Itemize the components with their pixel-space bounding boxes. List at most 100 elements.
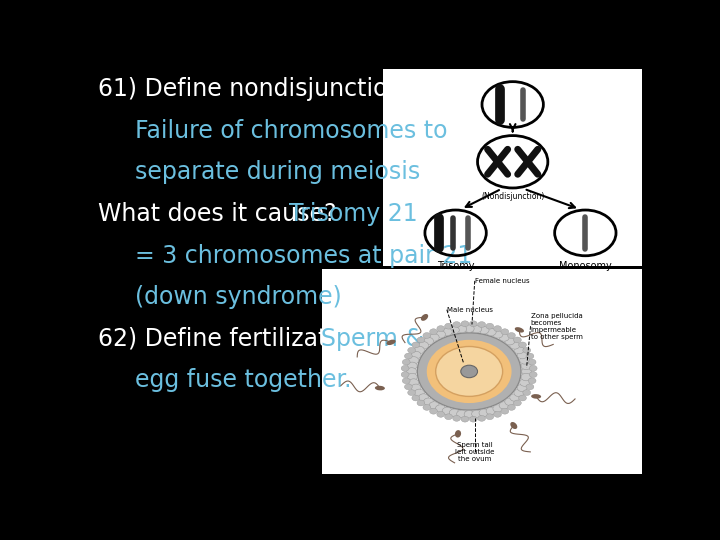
Circle shape bbox=[517, 384, 527, 392]
Circle shape bbox=[478, 322, 485, 327]
Circle shape bbox=[418, 342, 428, 349]
Circle shape bbox=[445, 323, 452, 329]
Ellipse shape bbox=[421, 314, 428, 321]
Circle shape bbox=[437, 326, 445, 332]
Text: Zona pellucida
becomes
impermeable
to other sperm: Zona pellucida becomes impermeable to ot… bbox=[531, 313, 582, 340]
Circle shape bbox=[456, 325, 467, 333]
Circle shape bbox=[510, 342, 520, 349]
Circle shape bbox=[529, 366, 537, 371]
Text: = 3 chromosomes at pair 21: = 3 chromosomes at pair 21 bbox=[135, 244, 472, 268]
Circle shape bbox=[401, 366, 409, 371]
Circle shape bbox=[494, 326, 501, 332]
Circle shape bbox=[493, 330, 503, 338]
Text: Sperm tail
left outside
the ovum: Sperm tail left outside the ovum bbox=[455, 442, 495, 462]
Circle shape bbox=[518, 395, 526, 401]
Circle shape bbox=[528, 378, 536, 384]
Circle shape bbox=[513, 337, 521, 343]
Text: Trisomy 21: Trisomy 21 bbox=[289, 202, 418, 226]
Circle shape bbox=[408, 347, 415, 353]
Circle shape bbox=[521, 373, 531, 381]
Circle shape bbox=[449, 326, 459, 334]
Circle shape bbox=[445, 414, 452, 420]
Text: Sperm &: Sperm & bbox=[321, 327, 424, 351]
Circle shape bbox=[508, 404, 516, 410]
Circle shape bbox=[521, 362, 531, 369]
Circle shape bbox=[505, 338, 515, 345]
Circle shape bbox=[407, 373, 417, 381]
Circle shape bbox=[508, 333, 516, 339]
Ellipse shape bbox=[510, 422, 517, 429]
Circle shape bbox=[513, 400, 521, 406]
Text: 61) Define nondisjunction.: 61) Define nondisjunction. bbox=[99, 77, 410, 102]
Circle shape bbox=[472, 410, 482, 417]
Circle shape bbox=[417, 400, 425, 406]
Ellipse shape bbox=[531, 394, 541, 399]
Circle shape bbox=[411, 384, 421, 392]
Circle shape bbox=[423, 338, 433, 345]
Text: What does it cause?: What does it cause? bbox=[99, 202, 344, 226]
Circle shape bbox=[469, 416, 477, 422]
Circle shape bbox=[407, 368, 417, 375]
Circle shape bbox=[405, 384, 413, 390]
Circle shape bbox=[464, 325, 474, 332]
Circle shape bbox=[479, 409, 489, 416]
Circle shape bbox=[436, 330, 446, 338]
Circle shape bbox=[478, 415, 485, 421]
Ellipse shape bbox=[375, 386, 385, 390]
Circle shape bbox=[442, 407, 452, 415]
Circle shape bbox=[520, 379, 530, 386]
Text: 62) Define fertilization.: 62) Define fertilization. bbox=[99, 327, 386, 351]
Circle shape bbox=[402, 378, 410, 384]
Circle shape bbox=[523, 390, 531, 395]
Text: separate during meiosis: separate during meiosis bbox=[135, 160, 420, 185]
Bar bbox=[322, 268, 642, 474]
Circle shape bbox=[517, 352, 527, 359]
Ellipse shape bbox=[515, 327, 524, 333]
Circle shape bbox=[405, 353, 413, 359]
Circle shape bbox=[411, 352, 421, 359]
Circle shape bbox=[417, 337, 425, 343]
Circle shape bbox=[418, 394, 428, 401]
Circle shape bbox=[486, 407, 496, 415]
Circle shape bbox=[429, 334, 439, 341]
Circle shape bbox=[510, 394, 520, 401]
Text: (Nondisjunction): (Nondisjunction) bbox=[481, 192, 544, 201]
Circle shape bbox=[408, 390, 415, 395]
Circle shape bbox=[464, 410, 474, 418]
Ellipse shape bbox=[387, 340, 396, 345]
Circle shape bbox=[429, 402, 439, 409]
Circle shape bbox=[501, 408, 509, 414]
Circle shape bbox=[418, 333, 521, 410]
Circle shape bbox=[486, 328, 496, 336]
Circle shape bbox=[409, 356, 418, 364]
Circle shape bbox=[412, 342, 420, 348]
Circle shape bbox=[423, 333, 431, 339]
Circle shape bbox=[494, 411, 501, 417]
Circle shape bbox=[521, 368, 531, 375]
Circle shape bbox=[486, 323, 494, 329]
Circle shape bbox=[453, 415, 461, 421]
Circle shape bbox=[430, 329, 438, 335]
Circle shape bbox=[514, 389, 524, 396]
Circle shape bbox=[461, 365, 477, 377]
Circle shape bbox=[528, 359, 536, 365]
Circle shape bbox=[461, 321, 469, 327]
Circle shape bbox=[436, 347, 503, 396]
Ellipse shape bbox=[455, 430, 461, 437]
Circle shape bbox=[520, 356, 530, 364]
Circle shape bbox=[514, 346, 524, 354]
Circle shape bbox=[423, 404, 431, 410]
Circle shape bbox=[469, 321, 477, 327]
Circle shape bbox=[505, 398, 515, 406]
Circle shape bbox=[493, 405, 503, 412]
Circle shape bbox=[479, 326, 489, 334]
Circle shape bbox=[449, 409, 459, 416]
Circle shape bbox=[407, 362, 417, 369]
Circle shape bbox=[529, 372, 537, 377]
Circle shape bbox=[437, 411, 445, 417]
Text: (down syndrome): (down syndrome) bbox=[135, 285, 341, 309]
Circle shape bbox=[499, 402, 509, 409]
Circle shape bbox=[499, 334, 509, 341]
Circle shape bbox=[523, 347, 531, 353]
Circle shape bbox=[430, 408, 438, 414]
